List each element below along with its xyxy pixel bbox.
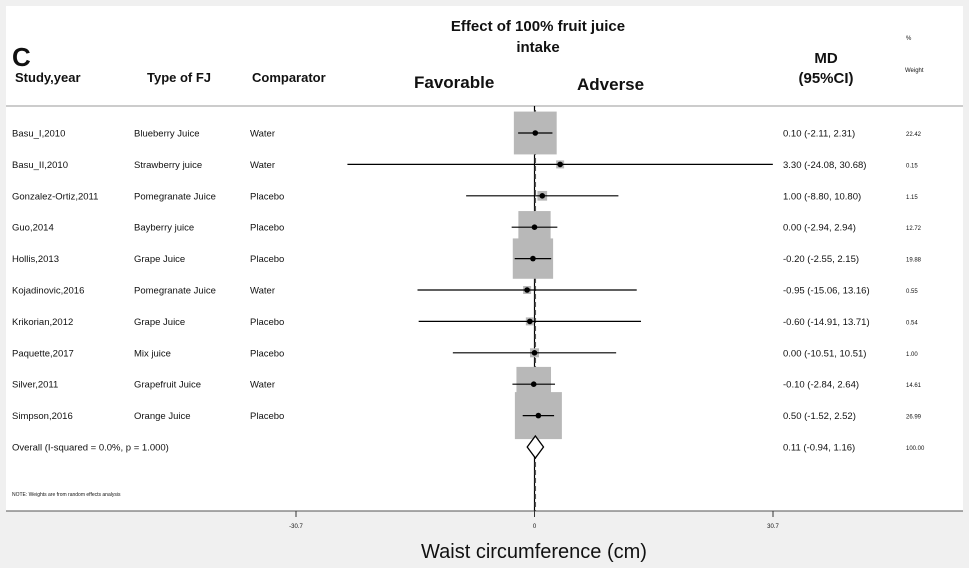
study-label: Gonzalez-Ortiz,2011	[12, 191, 98, 202]
weight-value: 19.88	[906, 258, 922, 264]
md-ci-value: -0.60 (-14.91, 13.71)	[783, 317, 870, 328]
comparator-label: Placebo	[250, 317, 284, 328]
point-estimate	[532, 130, 539, 136]
weight-value: 0.15	[906, 163, 918, 169]
study-label: Silver,2011	[12, 380, 58, 391]
study-row: Guo,2014 Bayberry juice Placebo 0.00 (-2.94…	[12, 211, 922, 244]
juice-type-label: Grape Juice	[134, 317, 185, 328]
point-estimate	[531, 224, 538, 230]
study-rows: Basu_I,2010 Blueberry Juice Water 0.10 (-2.…	[12, 111, 925, 460]
weight-value: 0.55	[906, 289, 918, 295]
study-label: Guo,2014	[12, 223, 54, 234]
study-label: Simpson,2016	[12, 411, 73, 422]
md-ci-value: 0.00 (-10.51, 10.51)	[783, 348, 866, 359]
juice-type-label: Grapefruit Juice	[134, 380, 201, 391]
study-row: Basu_II,2010 Strawberry juice Water 3.30 (-…	[12, 160, 918, 171]
point-estimate	[539, 193, 546, 199]
study-label: Krikorian,2012	[12, 317, 73, 328]
study-label: Basu_II,2010	[12, 160, 68, 171]
study-row: Krikorian,2012 Grape Juice Placebo -0.60 (-…	[12, 317, 918, 328]
study-row: Hollis,2013 Grape Juice Placebo -0.20 (-2.5…	[12, 238, 922, 279]
md-ci-value: 0.10 (-2.11, 2.31)	[783, 129, 855, 140]
study-label: Hollis,2013	[12, 254, 59, 265]
comparator-label: Placebo	[250, 191, 284, 202]
weight-value: 12.72	[906, 226, 922, 232]
study-row: Gonzalez-Ortiz,2011 Pomegranate Juice Plac…	[12, 190, 918, 202]
title-line-1: Effect of 100% fruit juice	[451, 18, 625, 35]
x-tick-label: 30.7	[767, 524, 779, 530]
study-label: Kojadinovic,2016	[12, 286, 84, 297]
point-estimate	[557, 161, 563, 168]
juice-type-label: Blueberry Juice	[134, 129, 199, 140]
header-study-year: Study,year	[15, 70, 81, 85]
x-tick-label: -30.7	[289, 524, 303, 530]
juice-type-label: Orange Juice	[134, 411, 191, 422]
footnote: NOTE: Weights are from random effects an…	[12, 492, 121, 498]
plot-background	[6, 6, 963, 511]
header-percent: %	[906, 36, 912, 42]
point-estimate	[524, 287, 530, 293]
header-weight: Weight	[905, 68, 924, 74]
juice-type-label: Pomegranate Juice	[134, 286, 216, 297]
point-estimate	[531, 350, 538, 356]
study-row: Paquette,2017 Mix juice Placebo 0.00 (-10.5…	[12, 348, 918, 359]
weight-value: 26.99	[906, 415, 922, 421]
weight-value: 14.61	[906, 383, 922, 389]
md-ci-value: -0.20 (-2.55, 2.15)	[783, 254, 859, 265]
comparator-label: Water	[250, 380, 275, 391]
title-line-2: intake	[516, 39, 559, 56]
point-estimate	[530, 381, 537, 388]
comparator-label: Water	[250, 129, 275, 140]
header-adverse: Adverse	[577, 75, 644, 94]
md-ci-value: 0.50 (-1.52, 2.52)	[783, 411, 856, 422]
overall-label: Overall (I-squared = 0.0%, p = 1.000)	[12, 443, 169, 454]
weight-value: 1.00	[906, 352, 918, 358]
juice-type-label: Pomegranate Juice	[134, 191, 216, 202]
study-label: Basu_I,2010	[12, 129, 65, 140]
comparator-label: Water	[250, 160, 275, 171]
study-row: Kojadinovic,2016 Pomegranate Juice Water -0…	[12, 286, 918, 297]
header-95ci: (95%CI)	[798, 70, 853, 87]
overall-md-ci-value: 0.11 (-0.94, 1.16)	[783, 443, 855, 454]
point-estimate	[527, 318, 533, 325]
comparator-label: Placebo	[250, 348, 284, 359]
juice-type-label: Bayberry juice	[134, 223, 194, 234]
x-tick-label: 0	[533, 524, 537, 530]
panel-letter: C	[12, 42, 31, 72]
header-type-of-fj: Type of FJ	[147, 70, 211, 85]
weight-value: 0.54	[906, 320, 918, 326]
overall-diamond	[526, 434, 545, 460]
study-row: Basu_I,2010 Blueberry Juice Water 0.10 (-2.…	[12, 111, 922, 155]
x-axis-label: Waist circumference (cm)	[421, 541, 647, 563]
overall-row: Overall (I-squared = 0.0%, p = 1.000) 0.1…	[12, 434, 925, 460]
comparator-label: Placebo	[250, 254, 284, 265]
overall-weight-value: 100.00	[906, 446, 925, 452]
comparator-label: Placebo	[250, 223, 284, 234]
study-row: Simpson,2016 Orange Juice Placebo 0.50 (-1.…	[12, 392, 922, 440]
study-label: Paquette,2017	[12, 348, 74, 359]
weight-value: 1.15	[906, 195, 918, 201]
juice-type-label: Grape Juice	[134, 254, 185, 265]
md-ci-value: 1.00 (-8.80, 10.80)	[783, 191, 861, 202]
md-ci-value: -0.95 (-15.06, 13.16)	[783, 286, 870, 297]
juice-type-label: Strawberry juice	[134, 160, 202, 171]
point-estimate	[535, 412, 542, 419]
weight-value: 22.42	[906, 132, 922, 138]
x-axis: -30.7 0 30.7	[289, 511, 779, 530]
header-comparator: Comparator	[252, 70, 326, 85]
comparator-label: Placebo	[250, 411, 284, 422]
header-favorable: Favorable	[414, 73, 494, 92]
juice-type-label: Mix juice	[134, 348, 171, 359]
md-ci-value: -0.10 (-2.84, 2.64)	[783, 380, 859, 391]
point-estimate	[530, 255, 536, 262]
header-md: MD	[814, 50, 837, 67]
md-ci-value: 0.00 (-2.94, 2.94)	[783, 223, 856, 234]
md-ci-value: 3.30 (-24.08, 30.68)	[783, 160, 866, 171]
comparator-label: Water	[250, 286, 275, 297]
